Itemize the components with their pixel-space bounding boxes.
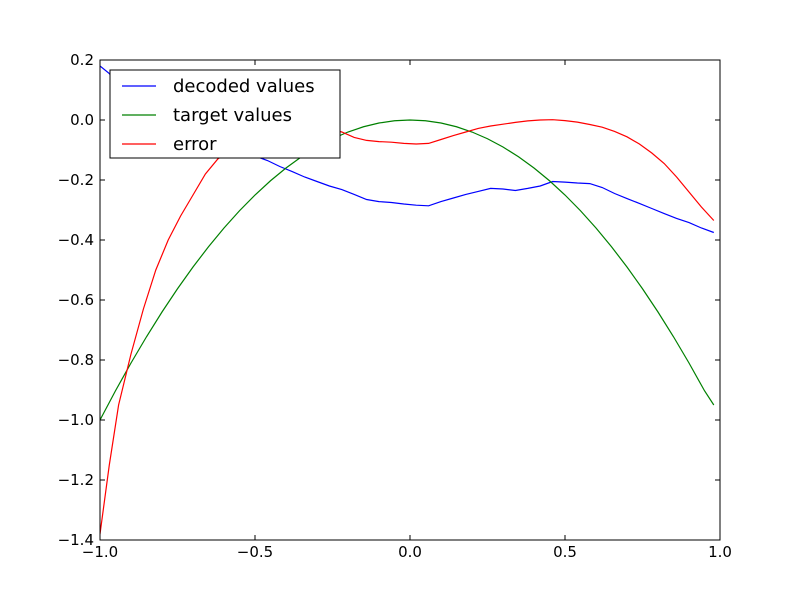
y-tick-label: −1.0 xyxy=(58,411,94,429)
legend-label-target-values: target values xyxy=(173,105,292,126)
tick-layer xyxy=(99,59,721,541)
legend: decoded values target values error xyxy=(109,69,341,159)
x-tick-labels: −1.0 −0.5 0.0 0.5 1.0 xyxy=(82,543,732,561)
y-tick-labels: 0.2 0.0 −0.2 −0.4 −0.6 −0.8 −1.0 −1.2 −1.4 xyxy=(58,51,94,549)
y-tick-label: −0.2 xyxy=(58,171,94,189)
legend-label-decoded-values: decoded values xyxy=(173,76,315,97)
y-tick-label: 0.0 xyxy=(70,111,94,129)
y-tick-label: −1.4 xyxy=(58,531,94,549)
x-tick-label: −1.0 xyxy=(82,543,118,561)
series-line-target-values xyxy=(100,119,715,421)
y-tick-label: −0.4 xyxy=(58,231,94,249)
x-tick-label: 0.5 xyxy=(553,543,577,561)
series-line-error xyxy=(100,119,715,535)
x-tick-label: −0.5 xyxy=(237,543,273,561)
legend-label-error: error xyxy=(173,134,217,155)
legend-entries: decoded values target values error xyxy=(122,76,315,155)
x-tick-label: 1.0 xyxy=(708,543,732,561)
y-tick-label: 0.2 xyxy=(70,51,94,69)
y-tick-label: −0.6 xyxy=(58,291,94,309)
legend-box xyxy=(109,69,341,159)
y-tick-label: −1.2 xyxy=(58,471,94,489)
x-tick-label: 0.0 xyxy=(398,543,422,561)
y-tick-label: −0.8 xyxy=(58,351,94,369)
